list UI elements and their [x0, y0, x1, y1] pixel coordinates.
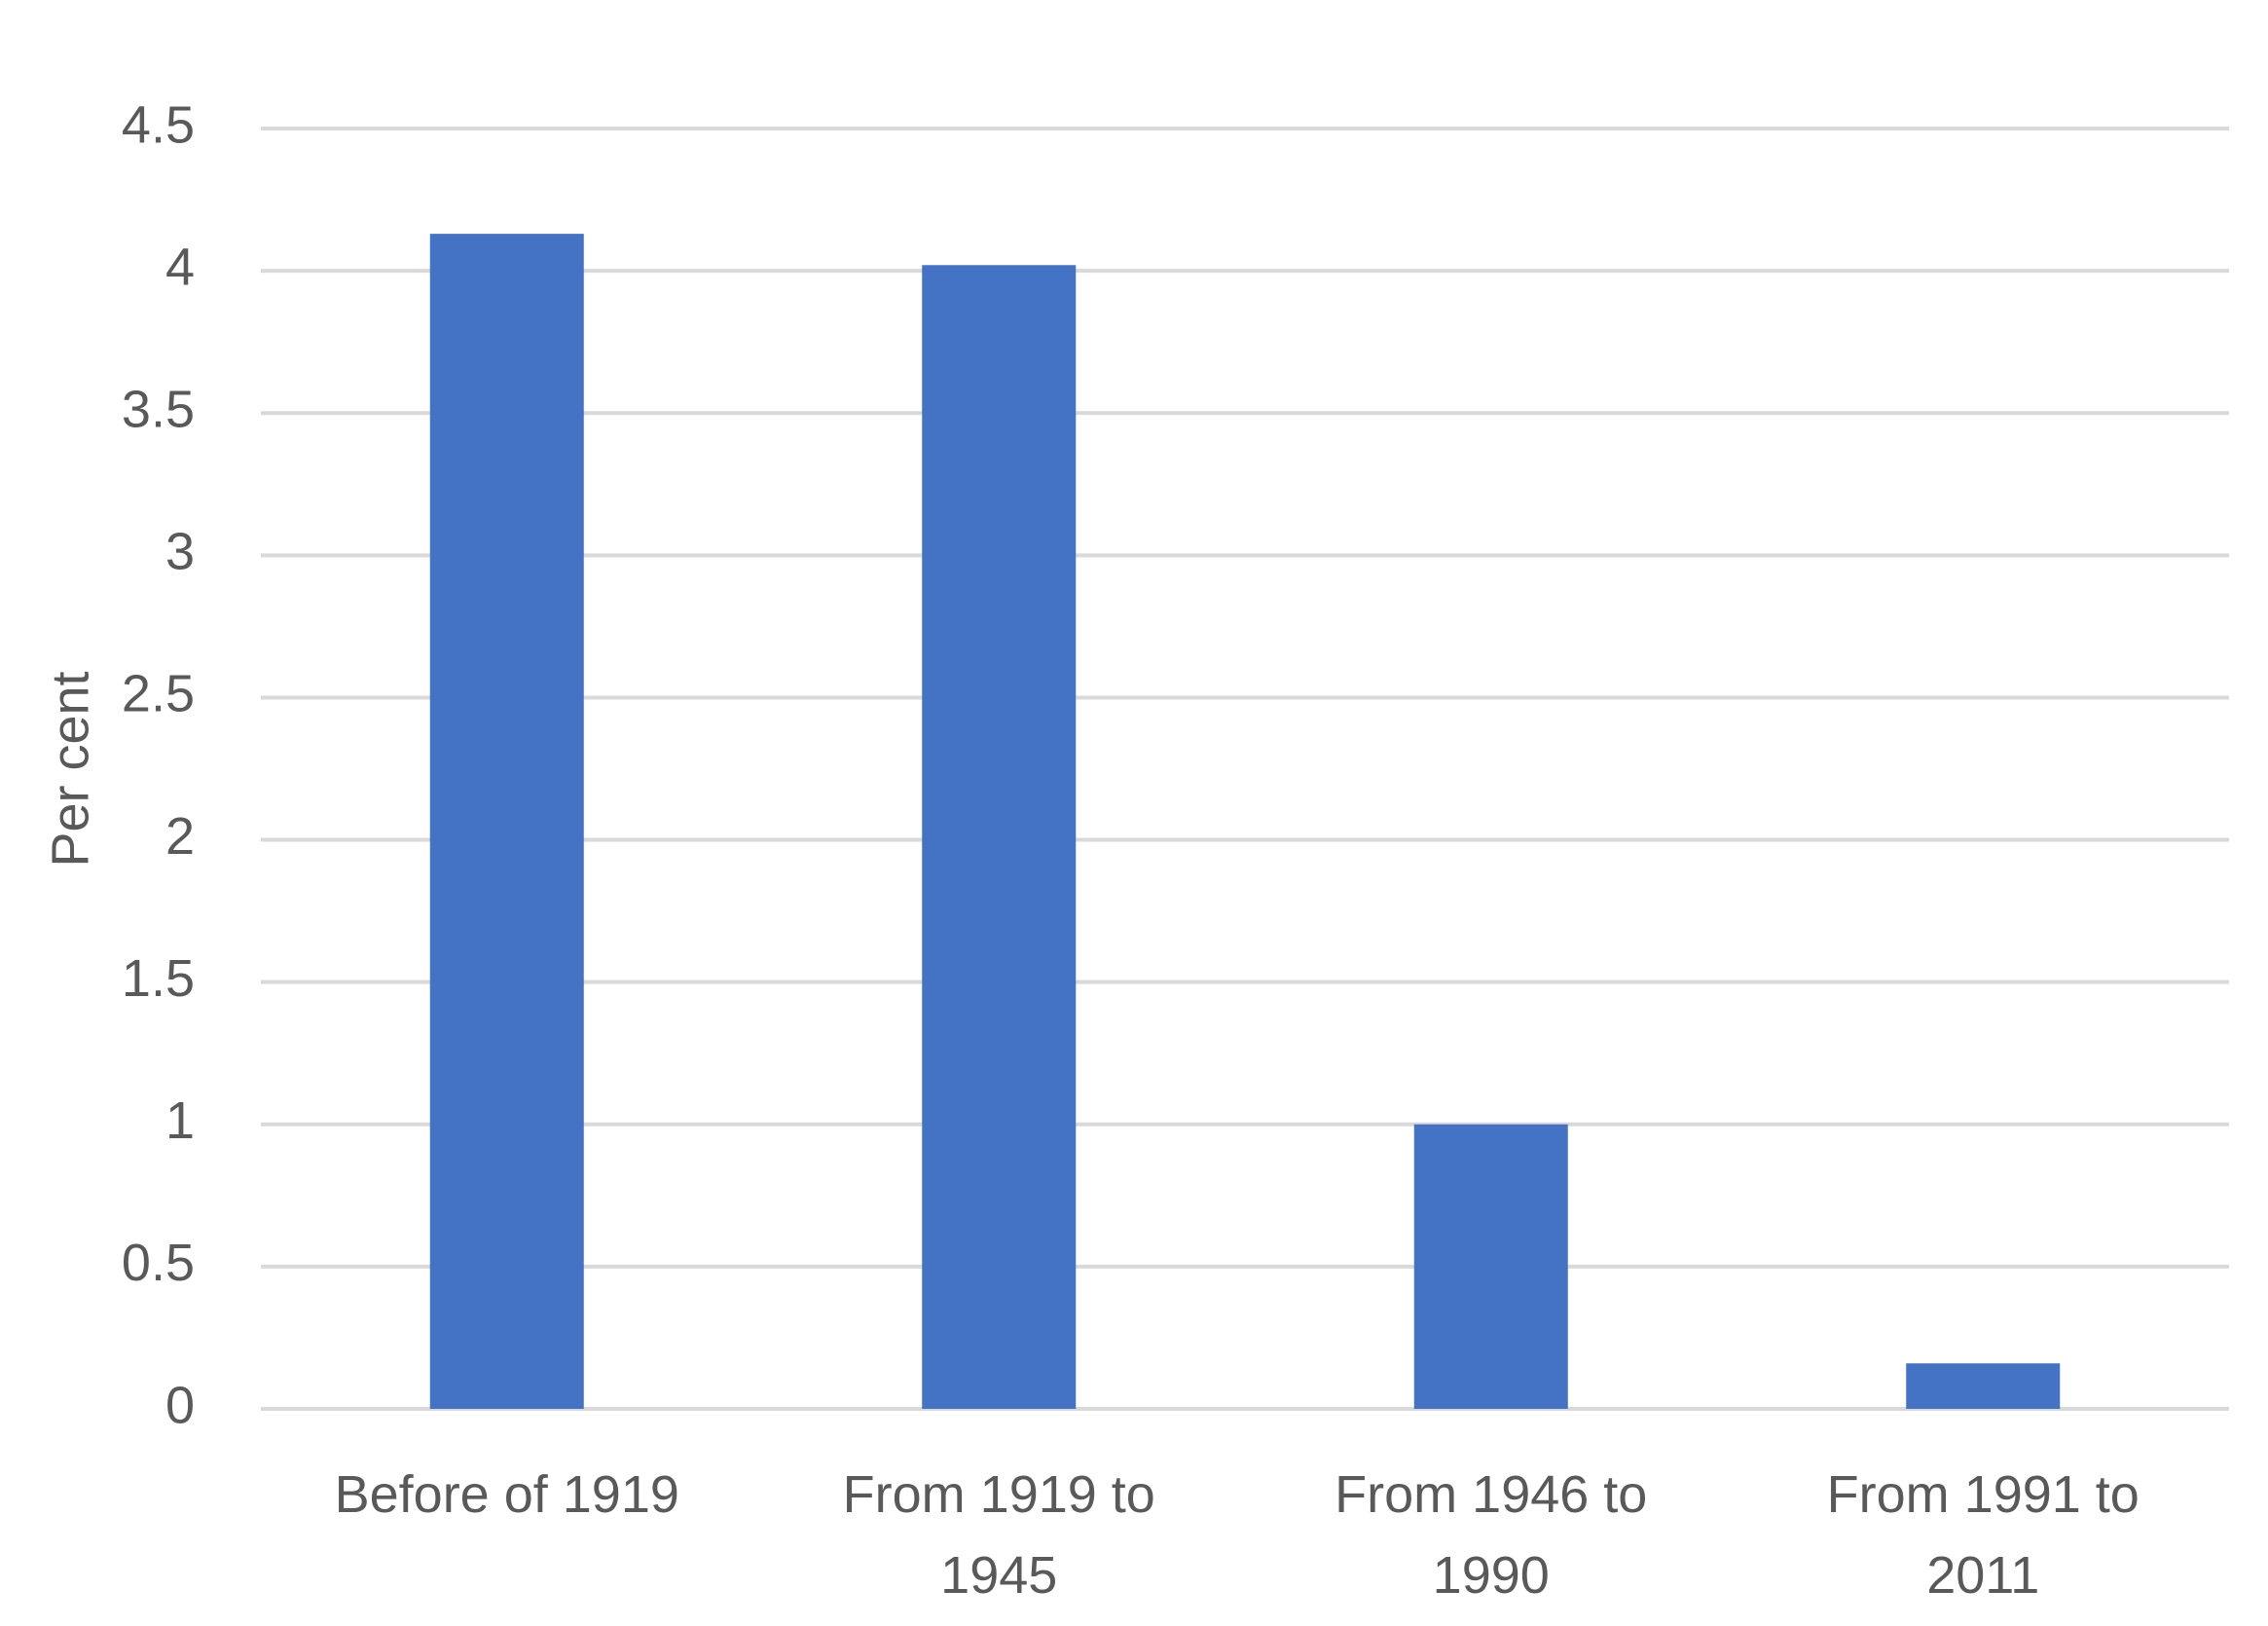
bars — [429, 234, 2061, 1410]
y-tick-label: 2.5 — [122, 665, 195, 723]
bar — [1413, 1124, 1568, 1409]
x-category-label: From 1991 to 2011 — [1827, 1465, 2140, 1605]
x-category-label: From 1919 to 1945 — [843, 1465, 1155, 1605]
y-tick-label: 4 — [165, 238, 195, 296]
x-category-label-line: From 1946 to — [1335, 1465, 1647, 1524]
y-tick-label: 1.5 — [122, 949, 195, 1008]
x-axis-labels: Before of 1919 From 1919 to 1945 From 1946 … — [335, 1465, 2140, 1605]
x-category-label-line: 1945 — [940, 1546, 1057, 1605]
bar — [429, 234, 584, 1410]
x-category-label: From 1946 to 1990 — [1335, 1465, 1647, 1605]
y-tick-label: 0.5 — [122, 1234, 195, 1292]
y-tick-label: 0 — [165, 1376, 195, 1434]
y-tick-label: 3.5 — [122, 380, 195, 438]
gridlines — [261, 127, 2229, 1411]
x-category-label-line: From 1919 to — [843, 1465, 1155, 1524]
y-axis-title: Per cent — [41, 671, 99, 867]
y-tick-label: 3 — [165, 523, 195, 581]
bar — [1906, 1363, 2061, 1409]
x-category-label-line: Before of 1919 — [335, 1465, 679, 1524]
x-category-label-line: From 1991 to — [1827, 1465, 2140, 1524]
x-category-label-line: 2011 — [1926, 1546, 2039, 1605]
bar — [922, 265, 1077, 1410]
y-axis-ticks: 0 0.5 1 1.5 2 2.5 3 3.5 4 4.5 — [122, 95, 195, 1434]
x-category-label: Before of 1919 — [335, 1465, 679, 1524]
y-tick-label: 2 — [165, 807, 195, 866]
y-tick-label: 4.5 — [122, 95, 195, 154]
y-tick-label: 1 — [165, 1091, 195, 1150]
x-category-label-line: 1990 — [1433, 1546, 1550, 1605]
